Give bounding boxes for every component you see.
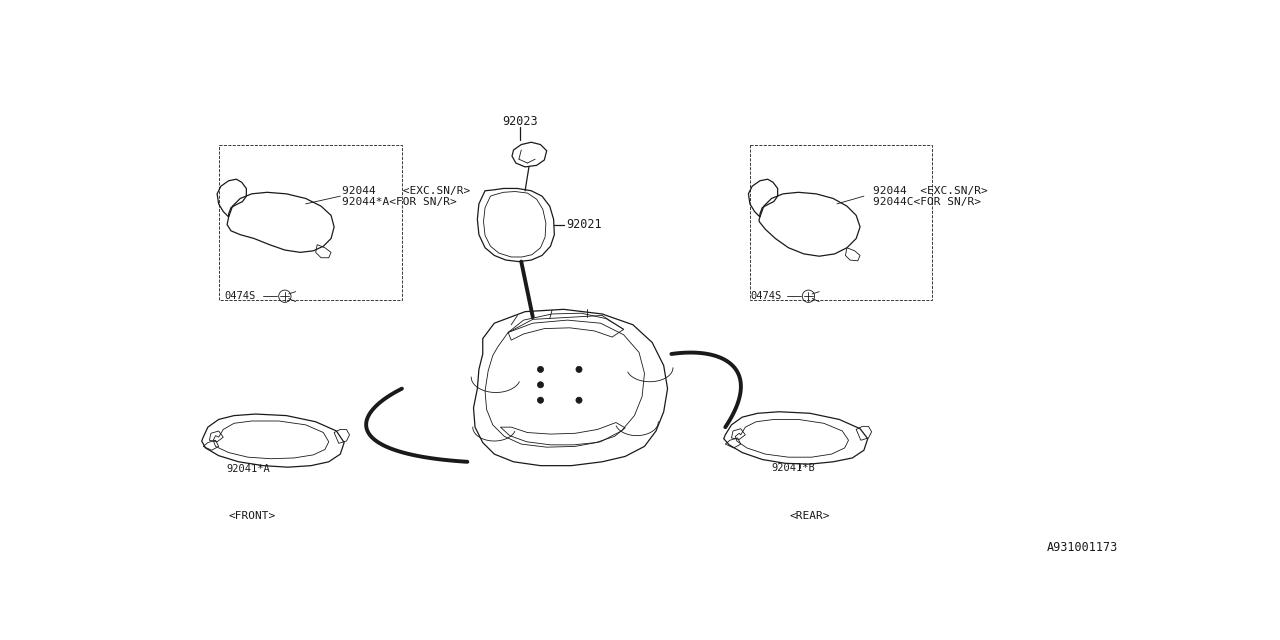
Text: 92023: 92023	[502, 115, 538, 128]
Text: 92041*A: 92041*A	[227, 465, 270, 474]
Text: 92044C<FOR SN/R>: 92044C<FOR SN/R>	[873, 197, 982, 207]
Text: 92044*A<FOR SN/R>: 92044*A<FOR SN/R>	[342, 197, 457, 207]
Circle shape	[538, 397, 544, 403]
Circle shape	[576, 397, 582, 403]
Text: <FRONT>: <FRONT>	[228, 511, 275, 521]
Text: 0474S: 0474S	[750, 291, 781, 301]
Circle shape	[538, 366, 544, 372]
Circle shape	[576, 366, 582, 372]
Text: <REAR>: <REAR>	[790, 511, 831, 521]
Text: 92044    <EXC.SN/R>: 92044 <EXC.SN/R>	[342, 186, 470, 196]
Circle shape	[538, 381, 544, 388]
Text: 92044  <EXC.SN/R>: 92044 <EXC.SN/R>	[873, 186, 988, 196]
Text: A931001173: A931001173	[1047, 541, 1117, 554]
Text: 92041*B: 92041*B	[772, 463, 815, 473]
Text: 92021: 92021	[566, 218, 602, 231]
Text: 0474S: 0474S	[225, 291, 256, 301]
